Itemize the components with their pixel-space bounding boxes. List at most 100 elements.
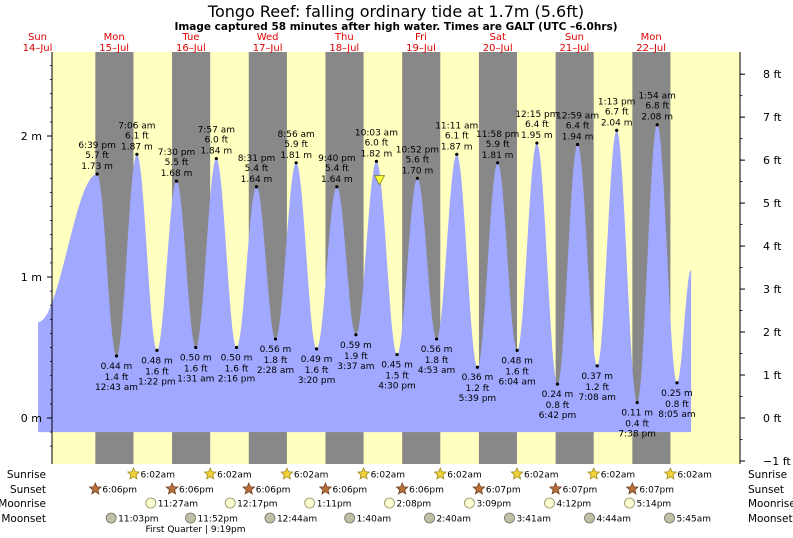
low-tide-time: 1:22 pm: [138, 377, 176, 387]
low-tide-dot: [595, 364, 599, 368]
day-name-label: Sun: [28, 32, 47, 43]
low-tide-time: 3:20 pm: [298, 376, 336, 386]
high-tide-metres: 1.94 m: [562, 132, 594, 142]
sunset-icon: [548, 481, 563, 495]
moonset-time: 11:03pm: [118, 515, 158, 525]
high-tide-feet: 6.1 ft: [125, 131, 149, 141]
sunrise-icon: [663, 466, 678, 480]
low-tide-time: 4:30 pm: [378, 382, 416, 392]
low-tide-time: 7:08 am: [579, 393, 616, 403]
moonrise-icon: [624, 497, 635, 509]
moonrise-row-label-right: Moonrise: [748, 498, 793, 510]
high-tide-feet: 5.9 ft: [486, 140, 510, 150]
metre-tick-label: 2 m: [21, 130, 42, 143]
feet-tick-label: 1 ft: [763, 369, 782, 382]
sunrise-time: 6:02am: [294, 471, 329, 481]
moonset-row-label-left: Moonset: [1, 513, 46, 525]
moonset-time: 2:40am: [437, 515, 472, 525]
day-date-label: 21–Jul: [560, 43, 590, 54]
low-tide-metres: 0.48 m: [141, 356, 173, 366]
low-tide-metres: 0.24 m: [542, 390, 574, 400]
low-tide-time: 2:16 pm: [218, 375, 256, 385]
feet-tick-label: −1 ft: [763, 455, 791, 468]
high-tide-dot: [415, 176, 420, 180]
high-tide-dot: [496, 161, 500, 165]
low-tide-time: 5:39 pm: [459, 394, 497, 404]
day-name-label: Wed: [257, 32, 279, 43]
high-tide-metres: 1.87 m: [441, 142, 473, 152]
low-tide-dot: [635, 400, 639, 405]
day-name-label: Mon: [104, 32, 125, 43]
high-tide-dot: [655, 123, 659, 127]
high-tide-feet: 5.7 ft: [85, 151, 109, 161]
high-tide-feet: 6.0 ft: [365, 138, 389, 148]
moonrise-time: 11:27am: [158, 500, 198, 510]
high-tide-dot: [575, 142, 580, 147]
moonrise-icon: [464, 497, 475, 509]
low-tide-metres: 0.48 m: [501, 356, 533, 366]
low-tide-dot: [194, 345, 198, 350]
sunset-time: 6:06pm: [102, 486, 137, 496]
moonset-icon: [264, 512, 276, 524]
sunrise-row-label-right: Sunrise: [748, 469, 787, 481]
sunset-icon: [241, 481, 256, 495]
high-tide-metres: 1.70 m: [402, 166, 434, 176]
low-tide-dot: [515, 348, 519, 352]
sunrise-icon: [126, 466, 141, 480]
high-tide-time: 7:30 pm: [158, 148, 196, 158]
high-tide-dot: [254, 185, 259, 189]
low-tide-metres: 0.25 m: [661, 389, 693, 399]
moonrise-icon: [145, 497, 157, 509]
low-tide-feet: 1.2 ft: [585, 383, 609, 393]
metre-tick-label: 1 m: [21, 271, 42, 284]
low-tide-dot: [675, 381, 679, 385]
sunrise-time: 6:02am: [677, 471, 712, 481]
sunrise-icon: [356, 466, 371, 480]
moonrise-time: 2:08pm: [396, 500, 431, 510]
moonset-icon: [424, 512, 435, 524]
day-date-label: 20–Jul: [483, 43, 513, 54]
moonrise-icon: [224, 497, 236, 509]
moon-phase-label: First Quarter | 9:19pm: [146, 525, 246, 535]
sunset-icon: [88, 481, 103, 495]
day-name-label: Sun: [565, 32, 584, 43]
day-name-label: Mon: [641, 32, 662, 43]
moonrise-icon: [304, 497, 316, 509]
axes: 0 m 1 m 2 m −1 ft 0 ft 1 ft 2 ft 3 ft 4 ft 5 ft 6 …: [21, 52, 791, 468]
moonset-time: 5:45am: [677, 515, 712, 525]
low-tide-metres: 0.44 m: [101, 362, 133, 372]
moonset-icon: [504, 512, 515, 524]
feet-tick-label: 8 ft: [763, 68, 782, 81]
low-tide-time: 6:42 pm: [539, 411, 577, 421]
high-tide-feet: 5.6 ft: [406, 155, 430, 165]
sunrise-time: 6:02am: [447, 471, 482, 481]
sunrise-icon: [280, 466, 294, 480]
low-tide-metres: 0.11 m: [621, 408, 653, 418]
low-tide-time: 1:31 am: [177, 375, 214, 385]
feet-tick-label: 5 ft: [763, 197, 782, 210]
low-tide-metres: 0.50 m: [180, 354, 212, 364]
low-tide-dot: [475, 365, 480, 369]
high-tide-time: 8:56 am: [277, 130, 314, 140]
moonset-time: 4:44am: [597, 515, 632, 525]
high-tide-metres: 2.08 m: [641, 113, 673, 123]
high-tide-feet: 5.4 ft: [245, 164, 269, 174]
sunset-time: 6:06pm: [179, 486, 214, 496]
low-tide-feet: 1.9 ft: [344, 352, 368, 362]
high-tide-metres: 1.84 m: [200, 147, 232, 157]
sunset-time: 6:07pm: [639, 486, 674, 496]
sunset-time: 6:06pm: [409, 486, 444, 496]
high-tide-metres: 1.81 m: [482, 151, 514, 161]
low-tide-dot: [234, 345, 239, 350]
high-tide-metres: 2.04 m: [601, 118, 633, 128]
chart-subtitle: Image captured 58 minutes after high wat…: [174, 21, 617, 33]
day-name-label: Thu: [334, 32, 354, 43]
high-tide-time: 7:57 am: [198, 126, 235, 136]
low-tide-feet: 0.8 ft: [546, 401, 570, 411]
low-tide-feet: 1.6 ft: [145, 367, 169, 377]
low-tide-metres: 0.56 m: [260, 345, 292, 355]
low-tide-metres: 0.49 m: [301, 355, 333, 365]
day-name-label: Fri: [415, 32, 427, 43]
